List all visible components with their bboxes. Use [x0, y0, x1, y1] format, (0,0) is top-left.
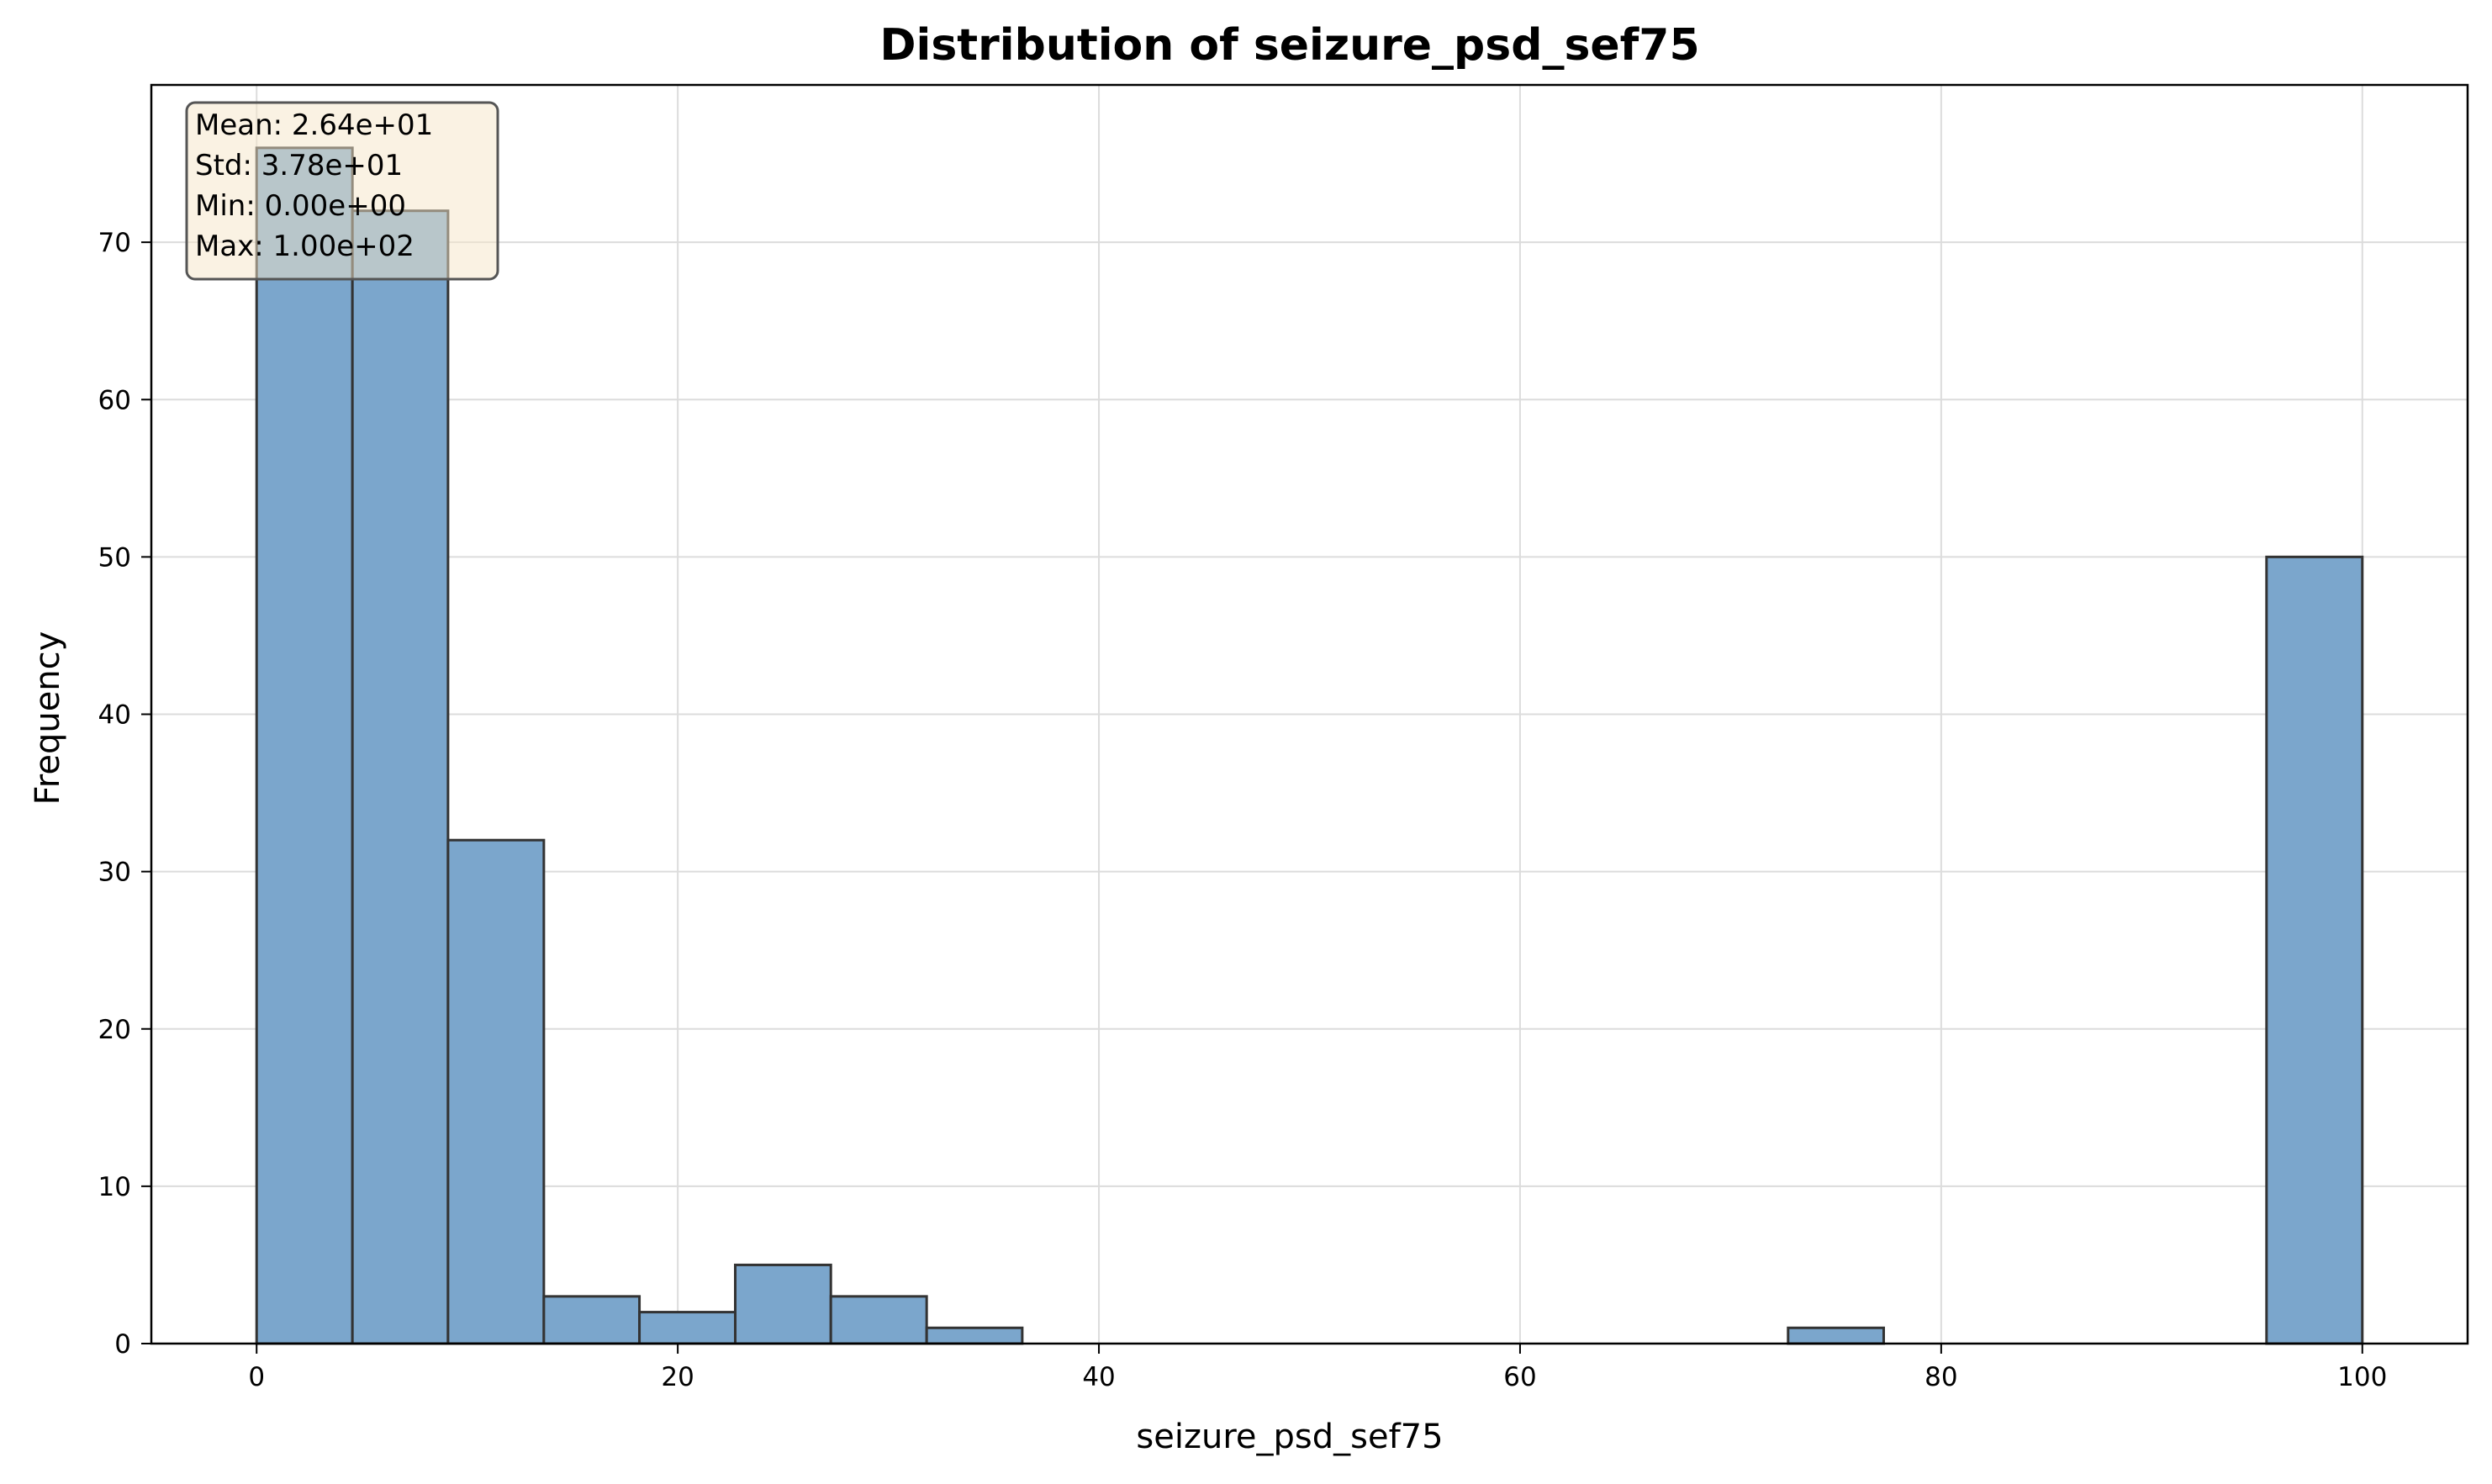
x-axis-ticks: 0 20 40 60 80 100 — [248, 1344, 2387, 1392]
stat-min: Min: 0.00e+00 — [195, 189, 406, 223]
y-tick-label: 0 — [114, 1329, 131, 1360]
histogram-bar — [351, 209, 450, 1345]
x-tick-label: 80 — [1924, 1362, 1957, 1392]
histogram-bar — [542, 1295, 641, 1345]
histogram-bar — [734, 1263, 832, 1345]
histogram-bar — [829, 1295, 928, 1345]
y-tick-label: 60 — [98, 385, 131, 415]
stats-box-background — [185, 101, 499, 281]
histogram-bar — [1787, 1326, 1885, 1345]
histogram-bar — [2265, 555, 2364, 1345]
stat-max: Max: 1.00e+02 — [195, 230, 414, 263]
x-tick-label: 0 — [248, 1362, 265, 1392]
x-tick-label: 20 — [661, 1362, 694, 1392]
y-tick-label: 10 — [98, 1172, 131, 1202]
y-axis-label: Frequency — [29, 631, 67, 805]
histogram-bars — [255, 146, 2364, 1345]
y-tick-label: 50 — [98, 542, 131, 573]
chart-title: Distribution of seizure_psd_sef75 — [879, 20, 1699, 71]
histogram-bar — [638, 1311, 737, 1345]
histogram-bar — [925, 1326, 1024, 1345]
x-tick-label: 40 — [1082, 1362, 1115, 1392]
histogram-bar — [446, 838, 546, 1345]
stat-std: Std: 3.78e+01 — [195, 149, 403, 182]
y-tick-label: 40 — [98, 700, 131, 731]
x-tick-label: 100 — [2337, 1362, 2387, 1392]
y-axis-ticks: 0 10 20 30 40 50 60 70 — [98, 228, 151, 1360]
y-tick-label: 70 — [98, 228, 131, 258]
stat-mean: Mean: 2.64e+01 — [195, 108, 433, 142]
y-tick-label: 30 — [98, 858, 131, 888]
stats-box: Mean: 2.64e+01 Std: 3.78e+01 Min: 0.00e+… — [185, 101, 499, 281]
y-tick-label: 20 — [98, 1015, 131, 1045]
x-axis-label: seizure_psd_sef75 — [1136, 1418, 1443, 1456]
x-tick-label: 60 — [1503, 1362, 1536, 1392]
histogram-bar — [255, 146, 354, 1345]
